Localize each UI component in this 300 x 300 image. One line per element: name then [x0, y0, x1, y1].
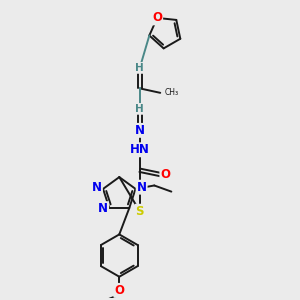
- Text: N: N: [98, 202, 108, 215]
- Text: O: O: [152, 11, 162, 24]
- Text: N: N: [135, 124, 145, 137]
- Text: H: H: [135, 104, 144, 114]
- Text: HN: HN: [130, 143, 150, 156]
- Text: CH₃: CH₃: [164, 88, 178, 97]
- Text: O: O: [114, 284, 124, 297]
- Text: N: N: [137, 181, 147, 194]
- Text: N: N: [92, 181, 102, 194]
- Text: S: S: [136, 205, 144, 218]
- Text: H: H: [135, 63, 144, 73]
- Text: O: O: [160, 168, 170, 181]
